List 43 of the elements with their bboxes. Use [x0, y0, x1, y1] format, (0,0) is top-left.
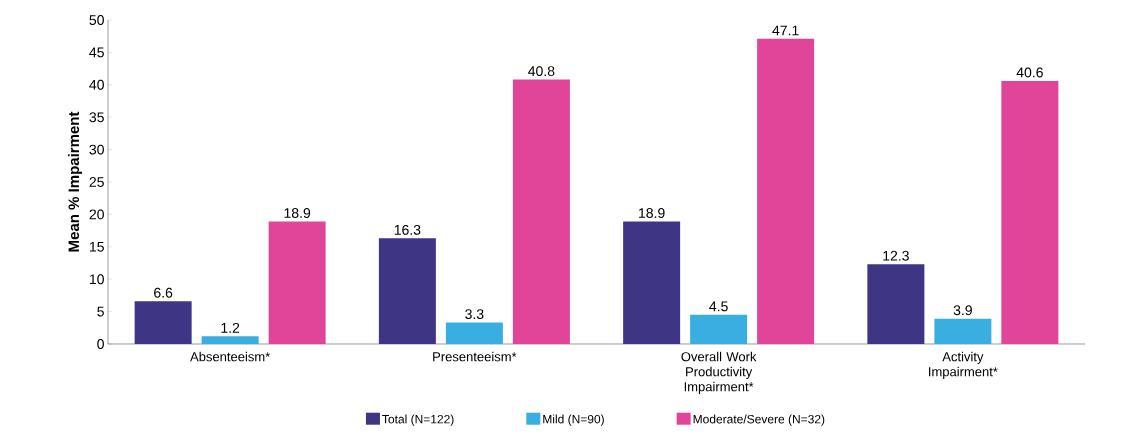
y-tick-label: 15 [89, 241, 104, 252]
data-label: 40.8 [528, 66, 555, 77]
bar [134, 301, 192, 344]
bar [201, 336, 259, 344]
data-label: 1.2 [221, 322, 240, 333]
y-tick-label: 25 [89, 177, 104, 187]
bar [867, 264, 925, 344]
y-tick-label: 0 [97, 339, 104, 349]
data-label: 18.9 [639, 208, 665, 218]
data-label: 6.6 [154, 287, 173, 298]
legend-label: Total (N=122) [382, 414, 454, 426]
bar [757, 38, 815, 344]
x-tick-label: Activity Impairment* [929, 351, 998, 379]
y-tick-label: 5 [97, 306, 104, 317]
bar [512, 79, 570, 344]
data-label: 18.9 [284, 208, 311, 218]
bar [934, 318, 992, 344]
y-tick-label: 30 [89, 144, 104, 155]
y-tick-label: 10 [89, 274, 104, 285]
y-tick-label: 50 [89, 15, 104, 25]
y-tick-label: 40 [89, 79, 104, 90]
data-label: 4.5 [709, 301, 728, 312]
bar [623, 221, 681, 344]
bar [690, 314, 748, 344]
data-label: 12.3 [883, 250, 909, 261]
y-axis-title: Mean % Impairment [68, 111, 83, 252]
y-tick-label: 45 [89, 47, 104, 58]
bar [1001, 80, 1059, 344]
legend-label: Mild (N=90) [543, 414, 604, 426]
data-label: 16.3 [394, 224, 421, 235]
x-tick-label: Overall Work Productivity Impairment* [681, 351, 757, 394]
bar [378, 238, 436, 344]
data-label: 40.6 [1016, 67, 1043, 78]
y-tick-label: 35 [89, 112, 104, 123]
data-label: 3.3 [465, 309, 484, 320]
y-tick-label: 20 [89, 209, 104, 220]
x-tick-label: Presenteeism* [433, 351, 517, 362]
legend-label: Moderate/Severe (N=32) [693, 414, 825, 426]
bar [268, 221, 326, 344]
bar [445, 322, 503, 344]
data-label: 3.9 [953, 305, 972, 316]
x-tick-label: Absenteeism* [190, 351, 271, 362]
data-label: 47.1 [772, 25, 799, 36]
